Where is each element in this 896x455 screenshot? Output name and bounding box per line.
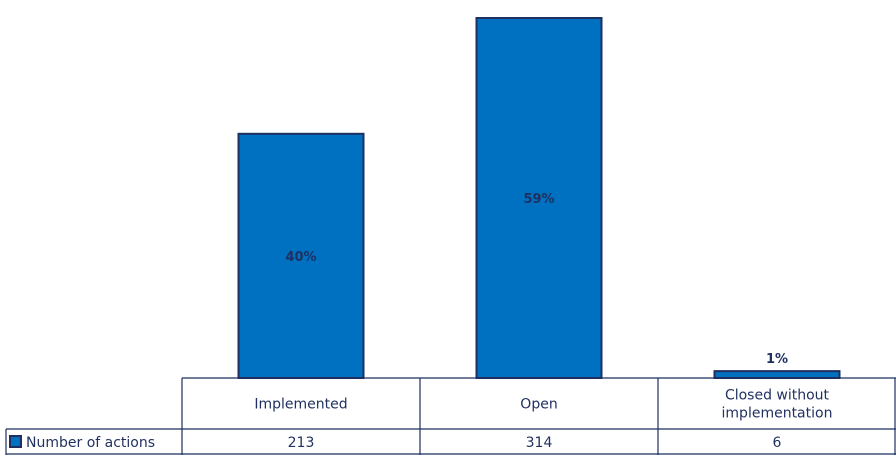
table-cell-value: 314 — [526, 435, 553, 451]
bar-implemented — [237, 132, 365, 379]
legend-series-name: Number of actions — [26, 435, 155, 451]
table-cell-value: 6 — [773, 435, 782, 451]
category-label: Open — [520, 397, 557, 413]
legend-swatch — [9, 435, 22, 448]
category-label: implementation — [722, 406, 833, 422]
category-label: Closed without — [725, 388, 830, 404]
bar-open — [475, 17, 603, 379]
table-cell-value: 213 — [288, 435, 315, 451]
data-table: Implemented Open Closed without implementat… — [5, 377, 896, 455]
bars-group — [237, 17, 841, 380]
bar-closed-without-implementation — [713, 370, 841, 380]
category-label: Implemented — [254, 397, 347, 413]
data-label: 40% — [285, 250, 316, 265]
data-label: 59% — [523, 192, 554, 207]
bar-labels-group: 40% 59% 1% — [285, 192, 788, 367]
data-label: 1% — [766, 352, 788, 367]
